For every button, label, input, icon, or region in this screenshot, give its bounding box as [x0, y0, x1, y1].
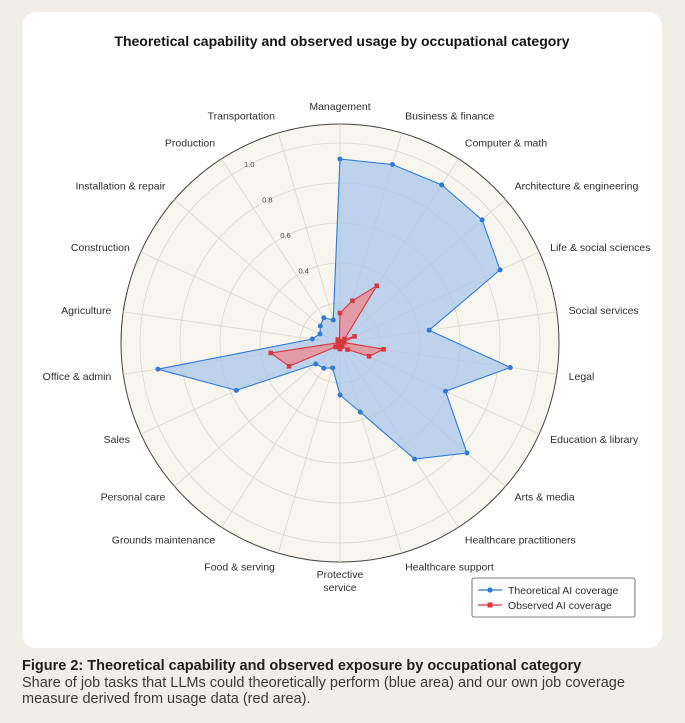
category-label: Personal care: [101, 491, 166, 503]
data-point: [317, 323, 323, 329]
grid-spoke: [277, 132, 341, 344]
data-point: [321, 365, 327, 371]
data-point: [507, 364, 513, 370]
data-point: [330, 317, 336, 323]
category-label: Construction: [71, 242, 130, 254]
data-point: [309, 336, 315, 342]
category-label: Food & serving: [204, 562, 275, 574]
category-label: Management: [309, 101, 370, 113]
legend: Theoretical AI coverage Observed AI cove…: [471, 577, 636, 618]
data-point: [337, 392, 343, 398]
data-point: [381, 346, 386, 352]
category-label: Arts & media: [515, 491, 575, 503]
data-point: [342, 336, 347, 342]
data-point: [341, 340, 347, 345]
data-point: [374, 283, 380, 289]
data-point: [337, 338, 342, 344]
figure-caption: Figure 2: Theoretical capability and obs…: [22, 658, 672, 707]
radar-chart: Theoretical capability and observed usag…: [43, 33, 651, 618]
data-point: [479, 217, 485, 223]
data-point: [352, 334, 357, 339]
data-point: [321, 315, 327, 321]
grid-spoke: [140, 251, 341, 344]
category-label: Transportation: [208, 110, 275, 122]
category-label: Grounds maintenance: [112, 534, 215, 546]
category-label: Office & admin: [43, 371, 112, 383]
data-point: [443, 388, 449, 394]
legend-box: [471, 577, 636, 618]
data-point: [497, 267, 503, 273]
chart-card: Theoretical capability and observed usag…: [22, 12, 662, 648]
legend-observed-label: Observed AI coverage: [508, 600, 612, 612]
grid-spoke: [123, 311, 341, 344]
category-label: Computer & math: [465, 138, 547, 150]
radial-tick-label: 1.0: [244, 160, 254, 169]
category-label: Architecture & engineering: [515, 181, 639, 193]
caption-text: Share of job tasks that LLMs could theor…: [22, 675, 625, 707]
chart-title: Theoretical capability and observed usag…: [114, 33, 569, 49]
data-point: [330, 365, 336, 371]
grid-spoke: [174, 342, 341, 487]
category-label: Sales: [104, 434, 130, 446]
category-label: Installation & repair: [76, 181, 166, 193]
data-point: [155, 366, 161, 372]
radial-tick-label: 0.6: [280, 231, 290, 240]
data-point: [464, 450, 470, 456]
data-point: [350, 298, 355, 304]
category-label: Life & social sciences: [550, 242, 650, 254]
category-label: Social services: [569, 305, 639, 317]
data-point: [366, 353, 372, 359]
data-point: [286, 363, 292, 369]
grid-spoke: [174, 199, 341, 344]
category-label: Legal: [569, 371, 595, 383]
data-point: [439, 182, 445, 188]
grid-spoke: [221, 342, 341, 528]
legend-theoretical-label: Theoretical AI coverage: [508, 585, 618, 597]
data-point: [389, 162, 395, 168]
category-label: Education & library: [550, 434, 639, 446]
data-point: [233, 387, 239, 393]
data-point: [345, 347, 350, 352]
category-label: Protective service: [317, 569, 364, 594]
category-label: Agriculture: [61, 305, 111, 317]
data-point: [337, 156, 343, 162]
data-point: [333, 344, 338, 350]
grid-spoke: [277, 342, 341, 554]
caption-title: Figure 2: Theoretical capability and obs…: [22, 658, 582, 674]
data-point: [317, 331, 323, 337]
data-point: [337, 310, 343, 316]
data-point: [357, 409, 363, 415]
category-label: Healthcare support: [405, 562, 494, 574]
data-point: [313, 361, 319, 367]
category-label: Production: [165, 138, 215, 150]
legend-theoretical-marker: [487, 587, 493, 593]
data-point: [412, 456, 418, 462]
radial-tick-label: 0.8: [262, 195, 272, 204]
legend-observed-marker: [487, 602, 493, 608]
grid-spoke: [221, 158, 341, 344]
category-label: Healthcare practitioners: [465, 534, 576, 546]
data-point: [268, 350, 274, 356]
category-label: Business & finance: [405, 110, 494, 122]
radial-tick-label: 0.4: [298, 267, 308, 276]
data-point: [426, 327, 432, 333]
